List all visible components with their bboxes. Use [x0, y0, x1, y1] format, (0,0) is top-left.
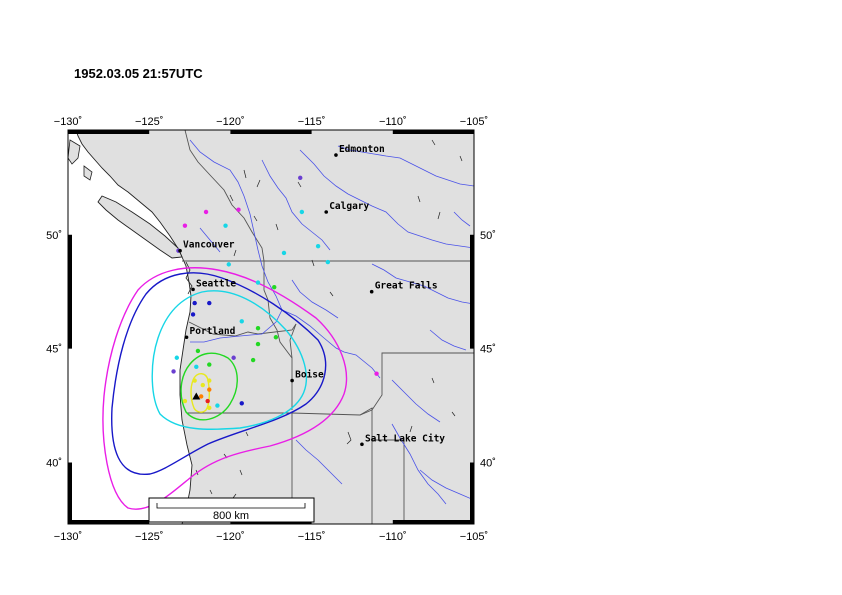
- frame-bar-bottom: [392, 520, 474, 524]
- map-title: 1952.03.05 21:57UTC: [74, 66, 203, 81]
- frame-bar-top: [230, 130, 312, 134]
- intensity-point: [239, 401, 244, 406]
- lat-tick-left: 45˚: [46, 344, 62, 356]
- rivers: [189, 139, 474, 505]
- city-label: Vancouver: [183, 240, 235, 251]
- intensity-point: [272, 284, 277, 290]
- lon-tick-top: −105˚: [460, 116, 488, 128]
- isoseismal-contours: [102, 267, 348, 510]
- lon-tick-bottom: −110˚: [379, 531, 407, 543]
- intensity-points: [171, 175, 379, 411]
- city-marker: [191, 287, 195, 292]
- lon-tick-bottom: −115˚: [298, 531, 326, 543]
- frame-bar-bottom: [68, 520, 150, 524]
- lat-tick-right: 45˚: [480, 344, 496, 356]
- city-marker: [360, 442, 364, 447]
- intensity-point: [171, 369, 176, 374]
- lat-tick-left: 40˚: [46, 458, 62, 470]
- city-label: Calgary: [329, 201, 369, 212]
- frame-bar-top: [392, 130, 474, 134]
- intensity-point: [226, 262, 231, 267]
- city-marker: [369, 289, 374, 294]
- intensity-point: [203, 209, 209, 215]
- lon-tick-bottom: −130˚: [54, 531, 82, 543]
- intensity-point: [273, 335, 279, 340]
- intensity-point: [374, 371, 379, 376]
- intensity-point: [315, 243, 321, 249]
- lat-tick-right: 50˚: [480, 230, 496, 242]
- political-borders: [182, 130, 474, 524]
- frame-bar-right: [470, 462, 474, 524]
- intensity-point: [207, 362, 212, 367]
- contour-cyan: [151, 290, 307, 430]
- intensity-point: [182, 398, 188, 404]
- intensity-point: [231, 355, 236, 360]
- scale-bar: 800 km: [148, 497, 315, 523]
- city-label: Great Falls: [375, 281, 438, 292]
- intensity-point: [298, 175, 303, 181]
- intensity-point: [250, 357, 256, 363]
- city-label: Edmonton: [339, 144, 385, 155]
- lon-tick-bottom: −120˚: [216, 531, 244, 543]
- intensity-point: [198, 394, 204, 399]
- intensity-point: [192, 300, 197, 306]
- lon-tick-top: −120˚: [216, 116, 244, 128]
- intensity-point: [195, 348, 201, 354]
- intensity-point: [205, 398, 210, 404]
- cities: Edmonton Calgary Vancouver Seattle Great Fal…: [178, 144, 445, 447]
- intensity-point: [236, 207, 241, 212]
- city-label: Boise: [295, 370, 324, 381]
- city-marker: [290, 378, 294, 383]
- contour-magenta: [102, 267, 348, 510]
- lon-tick-bottom: −125˚: [135, 531, 163, 543]
- city-marker: [334, 153, 338, 157]
- city-marker: [324, 210, 329, 214]
- intensity-point: [192, 378, 197, 383]
- scale-bar-label: 800 km: [213, 510, 249, 522]
- frame-bar-top: [68, 130, 150, 134]
- intensity-point: [281, 250, 287, 256]
- intensity-point: [194, 364, 199, 370]
- intensity-point: [255, 341, 261, 347]
- city-label: Seattle: [196, 278, 236, 289]
- vancouver-island: [97, 195, 183, 259]
- lon-tick-top: −110˚: [379, 116, 407, 128]
- intensity-point: [200, 382, 205, 388]
- epicenter-triangle-icon: [192, 392, 201, 400]
- intensity-point: [207, 300, 212, 306]
- intensity-point: [182, 223, 188, 228]
- intensity-point: [174, 355, 180, 360]
- contour-green: [180, 352, 238, 421]
- city-label: Salt Lake City: [365, 433, 445, 444]
- frame-bar-left: [68, 234, 72, 349]
- intensity-point: [325, 259, 331, 265]
- lon-tick-bottom: −105˚: [460, 531, 488, 543]
- intensity-point: [190, 312, 196, 317]
- intensity-point: [207, 378, 212, 383]
- contour-blue: [111, 272, 327, 475]
- frame-bar-right: [470, 234, 474, 349]
- intensity-point: [255, 325, 261, 331]
- lon-tick-top: −115˚: [298, 116, 326, 128]
- intensity-point: [255, 280, 261, 285]
- intensity-point: [207, 405, 212, 411]
- city-marker: [178, 248, 182, 253]
- city-label: Portland: [190, 326, 236, 337]
- tick-labels: −130˚ −130˚ −125˚ −125˚ −120˚ −120˚ −115˚ −115˚…: [46, 116, 496, 543]
- city-marker: [184, 335, 189, 340]
- frame-bar-left: [68, 462, 72, 524]
- lon-tick-top: −130˚: [54, 116, 82, 128]
- lon-tick-top: −125˚: [135, 116, 163, 128]
- lat-tick-left: 50˚: [46, 230, 62, 242]
- intensity-point: [299, 209, 305, 215]
- lat-tick-right: 40˚: [480, 458, 496, 470]
- intensity-point: [215, 403, 220, 408]
- intensity-point: [207, 387, 212, 392]
- intensity-point: [239, 319, 244, 324]
- intensity-point: [223, 223, 228, 228]
